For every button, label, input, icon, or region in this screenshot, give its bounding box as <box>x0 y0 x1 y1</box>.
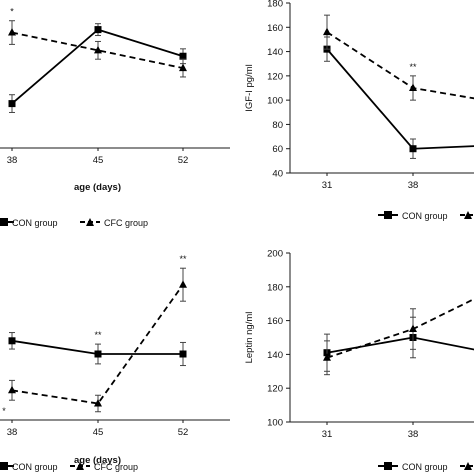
con-data-point <box>409 145 417 153</box>
top-right-panel: 40 60 80 100 120 140 160 180 IGF-I pg/ml 31 38 ** <box>244 0 474 191</box>
y-tick-label: 60 <box>272 144 283 155</box>
legend-con-label: CON group <box>12 218 58 228</box>
cfc-data-point <box>323 353 331 361</box>
con-data-point <box>179 350 187 358</box>
y-tick-label: 160 <box>267 316 283 327</box>
x-axis-title: age (days) <box>74 182 121 193</box>
con-data-point <box>179 52 187 60</box>
cfc-series-line <box>11 284 184 405</box>
significance-marker: ** <box>94 330 102 340</box>
cfc-data-point <box>8 385 16 394</box>
significance-marker: ** <box>179 254 187 264</box>
cfc-series-line <box>326 31 474 100</box>
x-tick-label: 31 <box>322 180 333 191</box>
legend-con-label: CON group <box>402 211 448 221</box>
con-data-point <box>8 337 16 345</box>
legend-cfc-triangle-marker <box>464 211 472 219</box>
y-tick-label: 180 <box>267 0 283 10</box>
cfc-data-point <box>323 27 331 36</box>
x-tick-label: 45 <box>93 155 104 166</box>
con-data-point <box>8 100 16 108</box>
legend-con-label: CON group <box>12 462 58 472</box>
cfc-data-point <box>179 280 187 288</box>
x-tick-label: 52 <box>178 155 189 166</box>
cfc-data-point <box>409 324 417 333</box>
x-tick-label: 38 <box>7 427 18 438</box>
cfc-series-line <box>326 298 474 359</box>
x-tick-label: 52 <box>178 427 189 438</box>
top-right-legend: CON group <box>378 211 474 221</box>
bottom-right-panel: 100 120 140 160 180 200 Leptin ng/ml 31 38 <box>244 249 474 440</box>
y-tick-label: 140 <box>267 350 283 361</box>
legend-con-square-marker <box>0 218 8 226</box>
top-left-panel: 38 45 52 age (days) * <box>0 7 230 193</box>
bottom-right-legend: CON group <box>378 462 474 472</box>
con-data-point <box>94 26 102 34</box>
cfc-data-point <box>8 28 16 36</box>
con-series-line <box>326 336 474 354</box>
y-tick-label: 100 <box>267 418 283 429</box>
bottom-left-legend: CON group CFC group <box>0 462 138 472</box>
cfc-series-line <box>11 31 184 69</box>
con-data-point <box>94 350 102 358</box>
y-tick-label: 120 <box>267 71 283 82</box>
y-tick-label: 40 <box>272 169 283 180</box>
x-tick-label: 45 <box>93 427 104 438</box>
con-series-line <box>326 48 474 150</box>
legend-cfc-label: CFC group <box>104 218 148 228</box>
y-tick-label: 160 <box>267 23 283 34</box>
y-tick-label: 180 <box>267 282 283 293</box>
legend-cfc-triangle-marker <box>76 462 84 470</box>
legend-con-square-marker <box>0 462 8 470</box>
legend-con-label: CON group <box>402 462 448 472</box>
x-tick-label: 31 <box>322 429 333 440</box>
x-tick-label: 38 <box>408 429 419 440</box>
legend-cfc-label: CFC group <box>94 462 138 472</box>
y-tick-label: 140 <box>267 47 283 58</box>
legend-con-square-marker <box>384 462 392 470</box>
cfc-data-point <box>409 83 417 91</box>
legend-cfc-triangle-marker <box>86 218 94 226</box>
significance-marker: * <box>10 7 14 17</box>
significance-marker: * <box>2 406 6 416</box>
cfc-data-point <box>179 63 187 72</box>
y-axis-title: Leptin ng/ml <box>244 312 255 364</box>
cfc-data-point <box>94 45 102 54</box>
significance-marker: ** <box>409 62 417 72</box>
y-axis-title: IGF-I pg/ml <box>244 64 255 112</box>
legend-cfc-triangle-marker <box>464 462 472 470</box>
y-tick-label: 80 <box>272 120 283 131</box>
x-tick-label: 38 <box>7 155 18 166</box>
cfc-data-point <box>94 399 102 407</box>
y-tick-label: 100 <box>267 96 283 107</box>
y-tick-label: 200 <box>267 249 283 260</box>
top-left-legend: CON group CFC group <box>0 218 148 228</box>
x-axis-title: age (days) <box>74 455 121 466</box>
con-series-line <box>11 28 184 105</box>
x-tick-label: 38 <box>408 180 419 191</box>
y-tick-label: 120 <box>267 384 283 395</box>
legend-con-square-marker <box>384 211 392 219</box>
